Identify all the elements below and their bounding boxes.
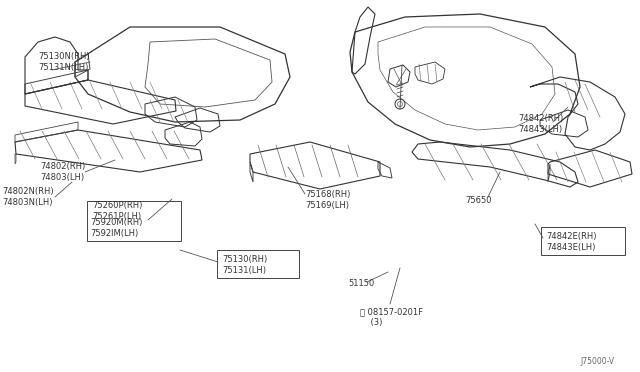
Text: 74802N(RH)
74803N(LH): 74802N(RH) 74803N(LH) xyxy=(2,187,54,207)
FancyBboxPatch shape xyxy=(541,227,625,255)
Text: 75260P(RH)
75261P(LH): 75260P(RH) 75261P(LH) xyxy=(92,201,142,221)
Text: 51150: 51150 xyxy=(348,279,374,289)
Text: 75130(RH)
75131(LH): 75130(RH) 75131(LH) xyxy=(222,255,268,275)
Text: J75000-V: J75000-V xyxy=(580,357,614,366)
Text: Ⓑ 08157-0201F
    (3): Ⓑ 08157-0201F (3) xyxy=(360,307,423,327)
Text: 74842E(RH)
74843E(LH): 74842E(RH) 74843E(LH) xyxy=(546,232,596,252)
Text: 75920M(RH)
7592lM(LH): 75920M(RH) 7592lM(LH) xyxy=(90,218,142,238)
Text: 75650: 75650 xyxy=(465,196,492,205)
FancyBboxPatch shape xyxy=(87,201,181,241)
Text: 74802(RH)
74803(LH): 74802(RH) 74803(LH) xyxy=(40,162,85,182)
Text: 74842(RH)
74843(LH): 74842(RH) 74843(LH) xyxy=(518,114,563,134)
Text: 75130N(RH)
75131N(LH): 75130N(RH) 75131N(LH) xyxy=(38,52,90,72)
Text: 75168(RH)
75169(LH): 75168(RH) 75169(LH) xyxy=(305,190,350,210)
FancyBboxPatch shape xyxy=(217,250,299,278)
